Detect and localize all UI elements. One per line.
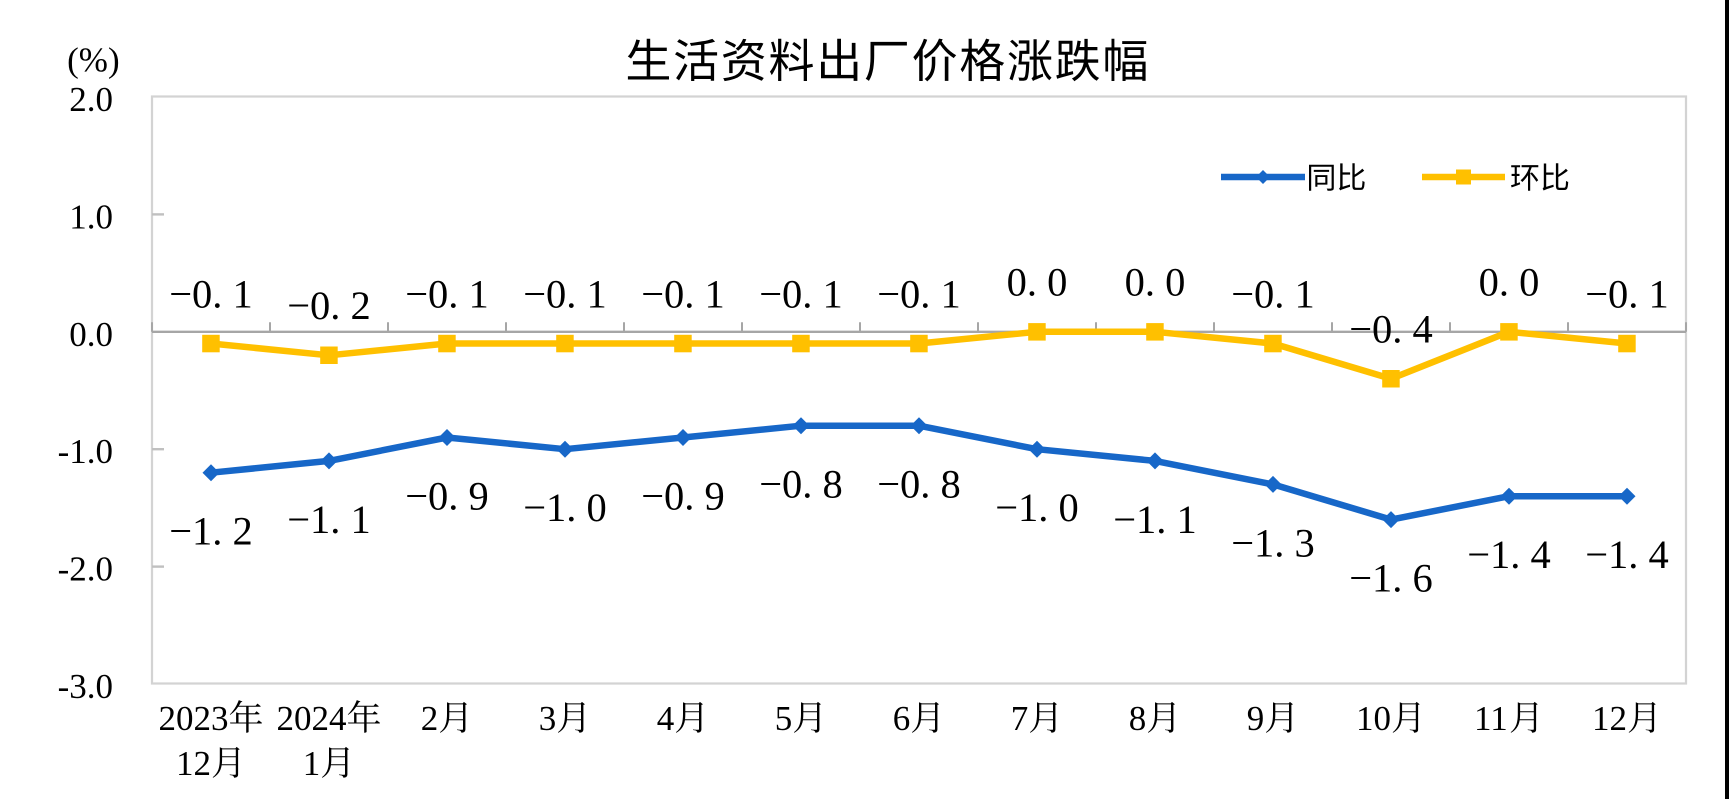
svg-text:−0. 1: −0. 1 [169,271,253,316]
svg-text:−0. 1: −0. 1 [877,271,961,316]
svg-text:11: 11 [1474,699,1508,738]
svg-text:-2.0: -2.0 [58,550,113,589]
svg-text:-3.0: -3.0 [58,667,113,706]
svg-text:−1. 0: −1. 0 [995,485,1079,530]
svg-text:2024: 2024 [277,699,347,738]
svg-text:2.0: 2.0 [69,80,113,119]
svg-text:−0. 1: −0. 1 [523,271,607,316]
svg-text:8: 8 [1129,699,1147,738]
svg-text:1.0: 1.0 [69,197,113,236]
svg-text:4: 4 [657,699,675,738]
svg-text:−1. 3: −1. 3 [1231,520,1315,565]
svg-text:5: 5 [775,699,793,738]
svg-text:−0. 1: −0. 1 [759,271,843,316]
svg-text:−1. 4: −1. 4 [1585,532,1669,577]
svg-text:−0. 9: −0. 9 [641,473,725,518]
svg-text:−0. 1: −0. 1 [641,271,725,316]
svg-text:−1. 0: −1. 0 [523,485,607,530]
svg-text:−0. 4: −0. 4 [1349,307,1433,352]
svg-text:0. 0: 0. 0 [1479,260,1540,305]
svg-text:7: 7 [1011,699,1029,738]
svg-text:−1. 1: −1. 1 [287,497,371,542]
svg-text:−1. 6: −1. 6 [1349,556,1433,601]
svg-text:0. 0: 0. 0 [1125,260,1186,305]
svg-text:−0. 9: −0. 9 [405,473,489,518]
svg-text:1: 1 [303,744,321,783]
svg-text:−1. 2: −1. 2 [169,509,253,554]
svg-text:−0. 2: −0. 2 [287,283,371,328]
svg-text:0.0: 0.0 [69,315,113,354]
svg-text:2: 2 [421,699,439,738]
svg-text:−0. 1: −0. 1 [1585,271,1669,316]
svg-text:−0. 1: −0. 1 [405,271,489,316]
svg-text:−0. 8: −0. 8 [877,462,961,507]
svg-text:6: 6 [893,699,911,738]
svg-text:−0. 1: −0. 1 [1231,271,1315,316]
svg-text:(%): (%) [67,41,119,80]
svg-text:12: 12 [1592,699,1627,738]
svg-text:0. 0: 0. 0 [1007,260,1068,305]
svg-text:2023: 2023 [159,699,229,738]
svg-text:-1.0: -1.0 [58,432,113,471]
svg-text:−0. 8: −0. 8 [759,462,843,507]
svg-text:12: 12 [176,744,211,783]
svg-text:9: 9 [1247,699,1265,738]
svg-text:3: 3 [539,699,557,738]
svg-text:−1. 1: −1. 1 [1113,497,1197,542]
svg-text:−1. 4: −1. 4 [1467,532,1551,577]
svg-text:10: 10 [1356,699,1391,738]
